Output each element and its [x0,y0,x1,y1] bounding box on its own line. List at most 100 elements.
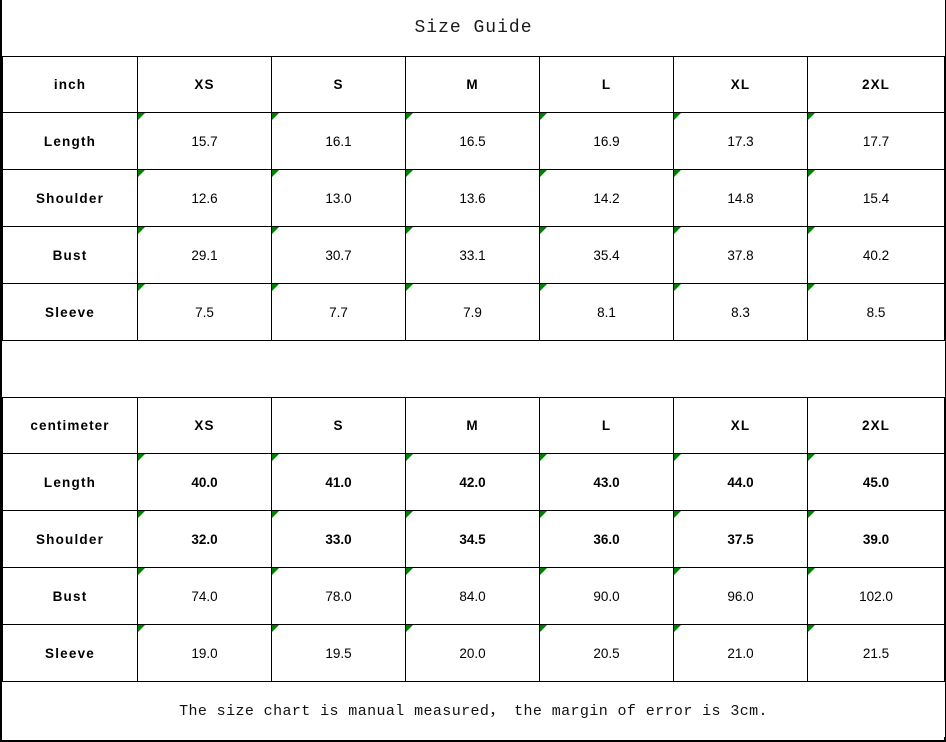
measurement-value-text: 19.0 [191,645,218,661]
measurement-cell: 36.0 [539,510,674,568]
measurement-cell: 13.6 [405,169,540,227]
measurement-value-text: 16.5 [459,133,486,149]
measurement-value-text: 42.0 [459,474,486,490]
measurement-cell: 8.3 [673,283,808,341]
measurement-value-text: 43.0 [593,474,620,490]
unit-header-text: inch [53,77,87,92]
measurement-cell: 37.8 [673,226,808,284]
measurement-cell: 14.2 [539,169,674,227]
page-title: Size Guide [2,0,945,57]
green-corner-triangle-icon [808,170,815,177]
measurement-value-text: 21.0 [727,645,754,661]
row-label-shoulder: Shoulder [2,169,138,227]
row-label-sleeve: Sleeve [2,624,138,682]
green-corner-triangle-icon [272,227,279,234]
row-label-sleeve: Sleeve [2,283,138,341]
green-corner-triangle-icon [674,568,681,575]
measurement-value-text: 33.1 [459,247,486,263]
green-corner-triangle-icon [272,568,279,575]
measurement-value-text: 37.5 [727,531,754,547]
measurement-cell: 96.0 [673,567,808,625]
row-label-text: Sleeve [45,645,95,661]
measurement-cell: 35.4 [539,226,674,284]
measurement-cell: 15.4 [806,169,946,227]
measurement-value-text: 41.0 [325,474,352,490]
measurement-cell: 17.3 [673,112,808,170]
measurement-cell: 13.0 [271,169,406,227]
measurement-value-text: 102.0 [859,588,893,604]
green-corner-triangle-icon [138,454,145,461]
row-label-text: Shoulder [35,531,105,547]
page-title-text: Size Guide [414,18,533,38]
green-corner-triangle-icon [808,568,815,575]
measurement-value-text: 36.0 [593,531,620,547]
green-corner-triangle-icon [540,227,547,234]
measurement-value-text: 34.5 [459,531,486,547]
measurement-value-text: 13.6 [459,190,486,206]
measurement-value-text: 84.0 [459,588,486,604]
measurement-cell: 34.5 [405,510,540,568]
measurement-value-text: 8.5 [866,304,886,320]
measurement-value-text: 7.5 [195,304,214,320]
measurement-cell: 33.1 [405,226,540,284]
row-label-text: Sleeve [45,304,95,320]
size-column-header-2xl: 2XL [806,56,946,113]
measurement-cell: 40.0 [137,453,272,511]
measurement-cell: 43.0 [539,453,674,511]
unit-header-centimeter: centimeter [2,397,138,454]
green-corner-triangle-icon [272,625,279,632]
table-row: Shoulder 32.0 33.0 34.5 36.0 37.5 39.0 [2,510,946,568]
row-label-length: Length [2,112,138,170]
measurement-cell: 8.1 [539,283,674,341]
green-corner-triangle-icon [674,511,681,518]
row-label-bust: Bust [2,567,138,625]
measurement-value-text: 12.6 [191,190,218,206]
table-row: Shoulder 12.6 13.0 13.6 14.2 14.8 15.4 [2,169,946,227]
size-column-header-text: M [466,418,479,433]
measurement-cell: 17.7 [806,112,946,170]
green-corner-triangle-icon [138,113,145,120]
row-label-bust: Bust [2,226,138,284]
measurement-cell: 21.5 [806,624,946,682]
size-column-header-text: XL [730,77,751,92]
table-row: Length 40.0 41.0 42.0 43.0 44.0 45.0 [2,453,946,511]
size-column-header-text: L [601,77,612,92]
measurement-value-text: 13.0 [325,190,352,206]
table-row: Bust 74.0 78.0 84.0 90.0 96.0 102.0 [2,567,946,625]
measurement-cell: 39.0 [806,510,946,568]
green-corner-triangle-icon [674,227,681,234]
footer-note-text: The size chart is manual measured， the m… [179,703,768,720]
size-column-header-xl: XL [673,397,808,454]
measurement-value-text: 44.0 [727,474,754,490]
green-corner-triangle-icon [138,170,145,177]
green-corner-triangle-icon [406,625,413,632]
green-corner-triangle-icon [272,113,279,120]
measurement-cell: 44.0 [673,453,808,511]
size-column-header-xs: XS [137,56,272,113]
size-column-header-text: 2XL [861,77,891,92]
size-column-header-s: S [271,397,406,454]
measurement-value-text: 35.4 [593,247,620,263]
green-corner-triangle-icon [540,511,547,518]
measurement-value-text: 74.0 [191,588,218,604]
size-column-header-text: S [333,77,344,92]
measurement-value-text: 17.3 [727,133,754,149]
measurement-cell: 40.2 [806,226,946,284]
green-corner-triangle-icon [540,625,547,632]
green-corner-triangle-icon [406,170,413,177]
size-column-header-text: 2XL [861,418,891,433]
measurement-cell: 84.0 [405,567,540,625]
green-corner-triangle-icon [138,511,145,518]
measurement-value-text: 17.7 [862,133,890,149]
measurement-value-text: 30.7 [325,247,352,263]
size-column-header-m: M [405,397,540,454]
measurement-value-text: 7.9 [463,304,482,320]
green-corner-triangle-icon [406,511,413,518]
measurement-cell: 16.9 [539,112,674,170]
green-corner-triangle-icon [138,227,145,234]
size-column-header-text: S [333,418,344,433]
measurement-value-text: 32.0 [191,531,218,547]
measurement-cell: 45.0 [806,453,946,511]
row-label-text: Length [43,133,97,149]
